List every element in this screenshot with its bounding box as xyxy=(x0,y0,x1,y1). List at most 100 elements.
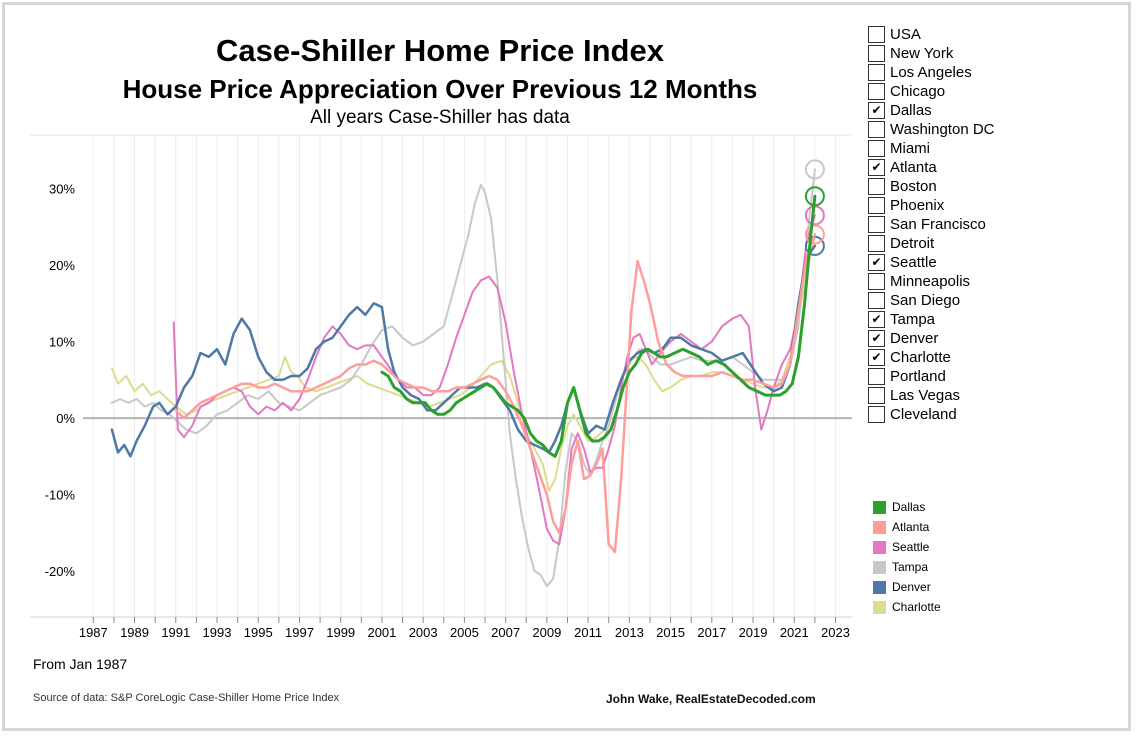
end-marker-tampa xyxy=(804,159,825,180)
filter-label: Washington DC xyxy=(890,121,995,138)
y-tick-label: 20% xyxy=(49,258,75,273)
filter-label: New York xyxy=(890,45,954,62)
filter-item-miami[interactable]: Miami xyxy=(868,139,995,158)
filter-item-san-francisco[interactable]: San Francisco xyxy=(868,215,995,234)
y-tick-label: 30% xyxy=(49,182,75,197)
filter-label: Tampa xyxy=(890,311,936,328)
filter-checkbox[interactable]: ✔ xyxy=(868,330,885,347)
filter-label: Las Vegas xyxy=(890,387,961,404)
end-marker-dallas xyxy=(804,186,825,207)
filter-item-los-angeles[interactable]: Los Angeles xyxy=(868,63,995,82)
source-note: Source of data: S&P CoreLogic Case-Shill… xyxy=(33,692,340,704)
filter-item-usa[interactable]: USA xyxy=(868,25,995,44)
legend-label: Dallas xyxy=(892,500,926,514)
legend-swatch xyxy=(873,560,886,574)
x-tick-label: 2019 xyxy=(739,625,768,640)
filter-label: USA xyxy=(890,26,921,43)
filter-checkbox[interactable] xyxy=(868,387,885,404)
filter-checkbox[interactable] xyxy=(868,368,885,385)
filter-item-washington-dc[interactable]: Washington DC xyxy=(868,120,995,139)
chart-frame xyxy=(2,2,1131,731)
filter-checkbox[interactable] xyxy=(868,216,885,233)
filter-checkbox[interactable] xyxy=(868,292,885,309)
filter-checkbox[interactable]: ✔ xyxy=(868,102,885,119)
filter-item-boston[interactable]: Boston xyxy=(868,177,995,196)
legend-label: Charlotte xyxy=(892,600,941,614)
author-credit: John Wake, RealEstateDecoded.com xyxy=(606,692,816,706)
x-tick-label: 2023 xyxy=(821,625,850,640)
x-tick-label: 2011 xyxy=(574,625,602,640)
filter-checkbox[interactable]: ✔ xyxy=(868,311,885,328)
filter-checkbox[interactable] xyxy=(868,235,885,252)
date-range-note: From Jan 1987 xyxy=(33,656,128,672)
metro-filter-list: USA New York Los Angeles Chicago ✔ Dallas Wash… xyxy=(868,25,995,424)
chart-title: Case-Shiller Home Price Index xyxy=(216,33,664,68)
legend-label: Tampa xyxy=(892,560,929,574)
y-tick-label: -20% xyxy=(45,564,76,579)
legend-swatch xyxy=(873,500,886,514)
filter-checkbox[interactable]: ✔ xyxy=(868,254,885,271)
chart-legend: Dallas Atlanta Seattle Tampa Denver Charlotte xyxy=(873,497,941,617)
filter-label: Atlanta xyxy=(890,159,937,176)
filter-item-chicago[interactable]: Chicago xyxy=(868,82,995,101)
filter-checkbox[interactable] xyxy=(868,178,885,195)
filter-item-phoenix[interactable]: Phoenix xyxy=(868,196,995,215)
filter-item-atlanta[interactable]: ✔ Atlanta xyxy=(868,158,995,177)
filter-item-minneapolis[interactable]: Minneapolis xyxy=(868,272,995,291)
filter-item-seattle[interactable]: ✔ Seattle xyxy=(868,253,995,272)
filter-checkbox[interactable] xyxy=(868,26,885,43)
filter-label: Detroit xyxy=(890,235,935,252)
filter-label: San Francisco xyxy=(890,216,986,233)
filter-item-san-diego[interactable]: San Diego xyxy=(868,291,995,310)
filter-label: Phoenix xyxy=(890,197,945,214)
x-tick-label: 1993 xyxy=(203,625,232,640)
filter-label: Chicago xyxy=(890,83,946,100)
x-tick-label: 1989 xyxy=(120,625,149,640)
filter-checkbox[interactable] xyxy=(868,121,885,138)
y-tick-label: 0% xyxy=(56,411,75,426)
filter-item-new-york[interactable]: New York xyxy=(868,44,995,63)
filter-item-portland[interactable]: Portland xyxy=(868,367,995,386)
filter-item-tampa[interactable]: ✔ Tampa xyxy=(868,310,995,329)
x-tick-label: 2005 xyxy=(450,625,479,640)
filter-item-detroit[interactable]: Detroit xyxy=(868,234,995,253)
legend-item-charlotte: Charlotte xyxy=(873,597,941,617)
filter-label: Charlotte xyxy=(890,349,951,366)
filter-label: Cleveland xyxy=(890,406,957,423)
x-tick-label: 2007 xyxy=(491,625,520,640)
filter-checkbox[interactable] xyxy=(868,406,885,423)
filter-label: Minneapolis xyxy=(890,273,971,290)
filter-item-dallas[interactable]: ✔ Dallas xyxy=(868,101,995,120)
filter-item-denver[interactable]: ✔ Denver xyxy=(868,329,995,348)
filter-checkbox[interactable] xyxy=(868,64,885,81)
filter-checkbox[interactable]: ✔ xyxy=(868,349,885,366)
filter-item-cleveland[interactable]: Cleveland xyxy=(868,405,995,424)
filter-label: Portland xyxy=(890,368,946,385)
x-tick-label: 2013 xyxy=(615,625,644,640)
filter-checkbox[interactable]: ✔ xyxy=(868,159,885,176)
filter-checkbox[interactable] xyxy=(868,140,885,157)
x-tick-label: 1995 xyxy=(244,625,273,640)
filter-checkbox[interactable] xyxy=(868,197,885,214)
x-tick-label: 1991 xyxy=(161,625,190,640)
filter-label: Denver xyxy=(890,330,939,347)
filter-checkbox[interactable] xyxy=(868,83,885,100)
filter-checkbox[interactable] xyxy=(868,45,885,62)
filter-item-charlotte[interactable]: ✔ Charlotte xyxy=(868,348,995,367)
x-tick-label: 2017 xyxy=(697,625,726,640)
filter-checkbox[interactable] xyxy=(868,273,885,290)
legend-swatch xyxy=(873,540,886,554)
y-tick-label: 10% xyxy=(49,335,75,350)
x-tick-label: 2003 xyxy=(409,625,438,640)
series-line-atlanta xyxy=(174,233,817,554)
legend-label: Denver xyxy=(892,580,931,594)
chart-caption: All years Case-Shiller has data xyxy=(310,107,570,128)
x-tick-label: 2021 xyxy=(780,625,809,640)
filter-label: San Diego xyxy=(890,292,961,309)
legend-swatch xyxy=(873,600,886,614)
legend-item-tampa: Tampa xyxy=(873,557,941,577)
end-marker-atlanta xyxy=(804,224,825,245)
legend-item-dallas: Dallas xyxy=(873,497,941,517)
filter-item-las-vegas[interactable]: Las Vegas xyxy=(868,386,995,405)
x-tick-label: 1987 xyxy=(79,625,108,640)
